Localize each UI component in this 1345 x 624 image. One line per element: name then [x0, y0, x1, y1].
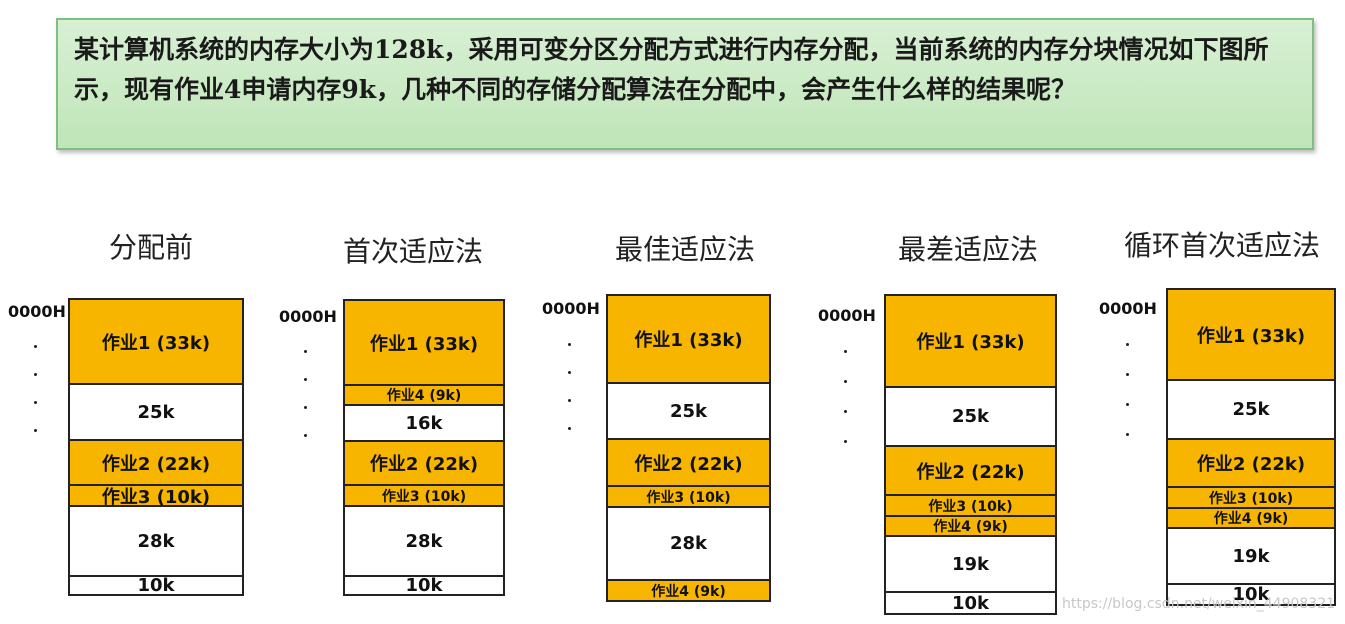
title-first-fit: 首次适应法 [342, 235, 483, 268]
block-free: 28k [345, 507, 503, 577]
block-free: 10k [1168, 585, 1334, 604]
block-job4: 作业4 (9k) [886, 517, 1055, 537]
memory-map-worst-fit: 作业1 (33k) 25k 作业2 (22k) 作业3 (10k) 作业4 (9… [884, 294, 1057, 615]
address-label-before: 0000H [8, 302, 66, 321]
block-job3: 作业3 (10k) [70, 486, 242, 507]
block-free: 28k [608, 508, 769, 581]
block-job4: 作业4 (9k) [1168, 509, 1334, 529]
memory-map-best-fit: 作业1 (33k) 25k 作业2 (22k) 作业3 (10k) 28k 作业… [606, 294, 771, 602]
address-label-worst-fit: 0000H [818, 306, 876, 325]
block-free: 10k [886, 593, 1055, 613]
block-free: 16k [345, 406, 503, 442]
title-worst-fit: 最差适应法 [897, 233, 1038, 266]
block-job1: 作业1 (33k) [345, 301, 503, 386]
block-job2: 作业2 (22k) [886, 447, 1055, 496]
address-label-best-fit: 0000H [542, 299, 600, 318]
title-best-fit: 最佳适应法 [614, 233, 755, 266]
block-job3: 作业3 (10k) [345, 486, 503, 507]
block-job1: 作业1 (33k) [608, 296, 769, 384]
question-box: 某计算机系统的内存大小为128k，采用可变分区分配方式进行内存分配，当前系统的内… [56, 18, 1314, 150]
question-text: 某计算机系统的内存大小为128k，采用可变分区分配方式进行内存分配，当前系统的内… [74, 35, 1269, 104]
block-job1: 作业1 (33k) [886, 296, 1055, 388]
memory-map-before: 作业1 (33k) 25k 作业2 (22k) 作业3 (10k) 28k 10… [68, 298, 244, 596]
block-free: 25k [1168, 381, 1334, 440]
block-free: 25k [70, 385, 242, 441]
memory-map-next-fit: 作业1 (33k) 25k 作业2 (22k) 作业3 (10k) 作业4 (9… [1166, 288, 1336, 606]
block-free: 25k [886, 388, 1055, 447]
address-label-first-fit: 0000H [279, 307, 337, 326]
watermark: https://blog.csdn.net/weixin_44908321 [1062, 596, 1336, 612]
block-free: 19k [886, 537, 1055, 593]
block-job4: 作业4 (9k) [345, 386, 503, 406]
block-job2: 作业2 (22k) [608, 440, 769, 487]
block-job3: 作业3 (10k) [1168, 488, 1334, 509]
block-job3: 作业3 (10k) [608, 487, 769, 508]
title-next-fit: 循环首次适应法 [1123, 229, 1320, 262]
block-job1: 作业1 (33k) [1168, 290, 1334, 381]
block-free: 10k [345, 577, 503, 594]
block-free: 10k [70, 577, 242, 594]
address-label-next-fit: 0000H [1099, 299, 1157, 318]
block-job2: 作业2 (22k) [1168, 440, 1334, 488]
title-before: 分配前 [108, 231, 193, 264]
block-job1: 作业1 (33k) [70, 300, 242, 385]
block-job2: 作业2 (22k) [70, 441, 242, 486]
block-free: 19k [1168, 529, 1334, 585]
block-free: 28k [70, 507, 242, 577]
block-job2: 作业2 (22k) [345, 442, 503, 486]
memory-map-first-fit: 作业1 (33k) 作业4 (9k) 16k 作业2 (22k) 作业3 (10… [343, 299, 505, 596]
block-job3: 作业3 (10k) [886, 496, 1055, 517]
block-job4: 作业4 (9k) [608, 581, 769, 600]
block-free: 25k [608, 384, 769, 440]
